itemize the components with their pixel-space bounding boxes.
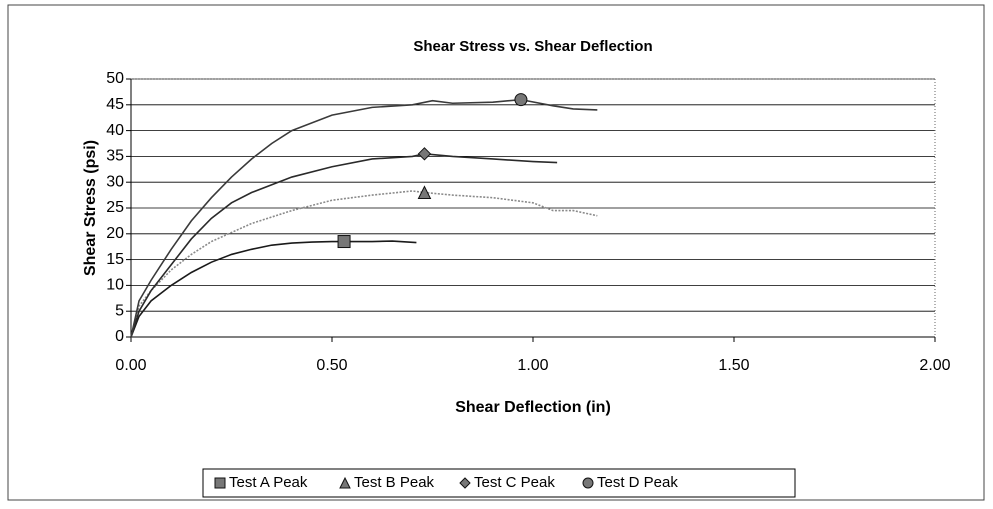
y-tick-label: 40	[106, 122, 124, 139]
y-tick-label: 10	[106, 277, 124, 294]
x-tick-label: 0.50	[316, 357, 347, 374]
y-tick-label: 5	[115, 302, 124, 319]
legend-label: Test D Peak	[597, 474, 678, 491]
legend-marker	[459, 477, 471, 489]
peak-marker	[337, 235, 351, 249]
x-tick-label: 0.00	[115, 357, 146, 374]
y-tick-label: 50	[106, 70, 124, 87]
y-axis-label: Shear Stress (psi)	[82, 140, 99, 276]
chart-frame	[7, 4, 985, 501]
y-tick-label: 15	[106, 251, 124, 268]
y-tick-label: 0	[115, 328, 124, 345]
legend-marker	[582, 477, 594, 489]
legend-label: Test B Peak	[354, 474, 435, 491]
y-tick-label: 45	[106, 96, 124, 113]
peak-marker	[417, 185, 432, 200]
chart-title: Shear Stress vs. Shear Deflection	[413, 38, 652, 55]
legend-marker	[339, 476, 351, 489]
series-line	[130, 190, 598, 338]
peak-marker	[417, 147, 432, 161]
x-tick-label: 2.00	[919, 357, 950, 374]
x-tick-label: 1.50	[718, 357, 749, 374]
peak-marker	[514, 93, 528, 107]
y-tick-label: 30	[106, 173, 124, 190]
legend-marker	[214, 477, 226, 489]
x-axis-label: Shear Deflection (in)	[455, 399, 611, 416]
series-line	[130, 240, 417, 338]
y-tick-label: 20	[106, 225, 124, 242]
x-tick-label: 1.00	[517, 357, 548, 374]
y-tick-label: 35	[106, 148, 124, 165]
y-tick-label: 25	[106, 199, 124, 216]
legend-label: Test A Peak	[229, 474, 308, 491]
legend-label: Test C Peak	[474, 474, 555, 491]
legend-box	[202, 468, 796, 498]
series-line	[130, 153, 558, 338]
